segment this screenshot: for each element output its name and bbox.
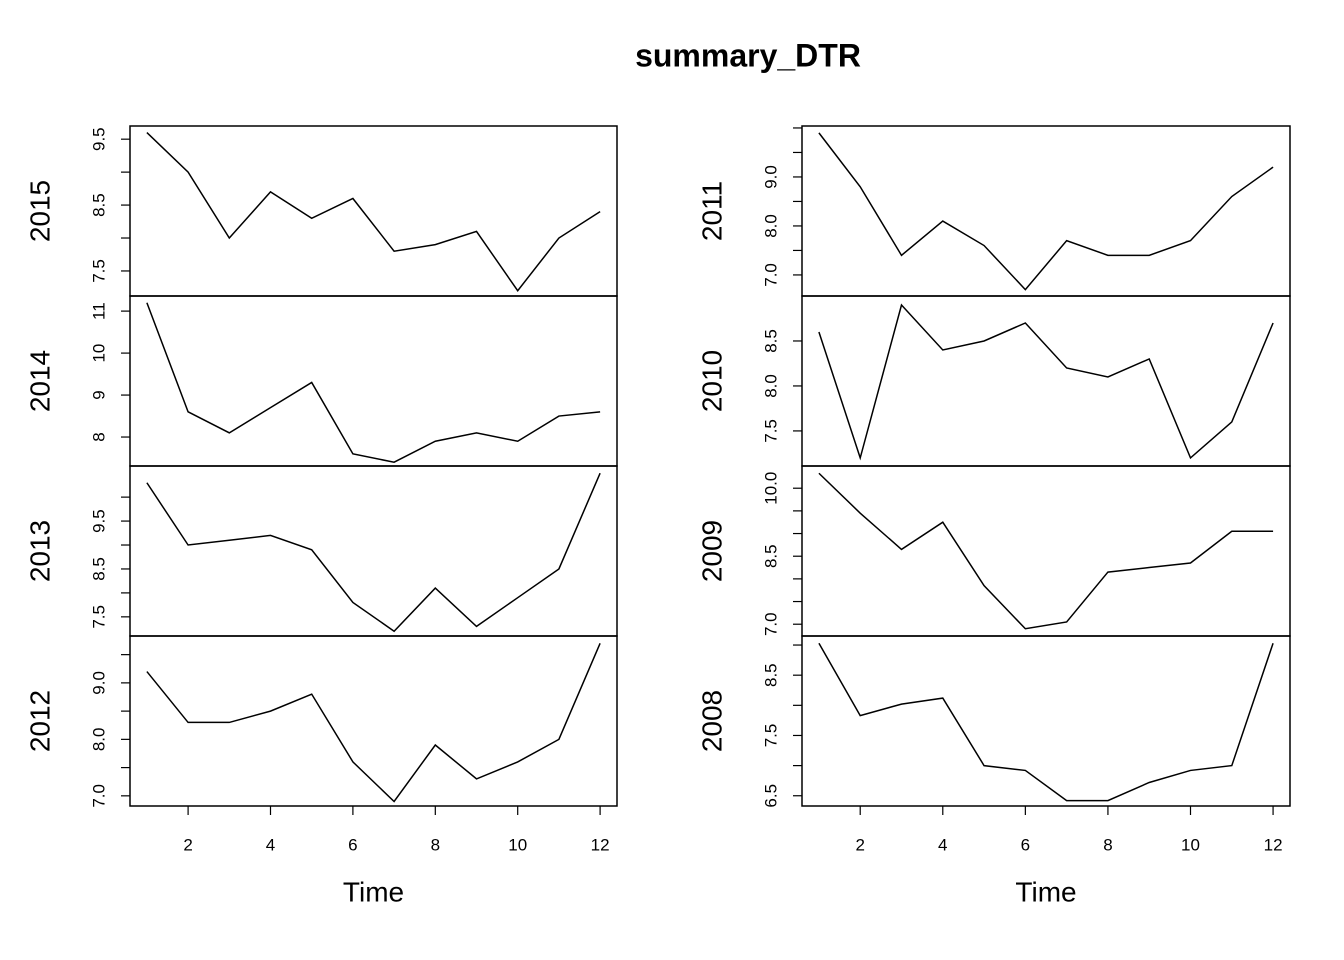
line <box>146 472 601 633</box>
line <box>146 132 601 292</box>
y-tick-label: 9.5 <box>89 127 108 151</box>
x-tick-label: 2 <box>183 835 192 854</box>
y-axis-label: 2015 <box>24 180 55 242</box>
y-tick-label: 8 <box>89 432 108 441</box>
y-tick-label: 8.5 <box>89 193 108 217</box>
y-tick-label: 8.0 <box>761 374 780 398</box>
y-tick-label: 8.5 <box>761 329 780 353</box>
y-tick-label: 7.5 <box>761 724 780 748</box>
y-tick-label: 9 <box>89 390 108 399</box>
y-tick-label: 9.0 <box>89 671 108 695</box>
y-tick-label: 7.5 <box>761 419 780 443</box>
y-tick-label: 7.0 <box>761 612 780 636</box>
line <box>146 643 601 803</box>
y-axis-label: 2009 <box>696 520 727 582</box>
x-axis-label: Time <box>1015 876 1076 907</box>
x-tick-label: 8 <box>1103 835 1112 854</box>
y-tick-label: 8.0 <box>761 214 780 238</box>
x-tick-label: 10 <box>1181 835 1200 854</box>
y-tick-label: 8.5 <box>89 557 108 581</box>
x-tick-label: 2 <box>855 835 864 854</box>
y-axis-label: 2012 <box>24 690 55 752</box>
y-tick-label: 7.5 <box>89 605 108 629</box>
y-tick-label: 7.5 <box>89 259 108 283</box>
y-axis-label: 2008 <box>696 690 727 752</box>
y-axis-label: 2011 <box>696 181 727 241</box>
panel-frame <box>801 635 1291 807</box>
line <box>818 132 1274 291</box>
x-tick-label: 12 <box>1264 835 1283 854</box>
y-tick-label: 6.5 <box>761 784 780 808</box>
y-tick-label: 10 <box>89 344 108 363</box>
y-tick-label: 8.0 <box>89 728 108 752</box>
line <box>146 302 601 464</box>
x-tick-label: 4 <box>938 835 947 854</box>
y-tick-label: 8.5 <box>761 663 780 687</box>
y-tick-label: 9.5 <box>89 509 108 533</box>
y-tick-label: 11 <box>89 302 108 320</box>
y-axis-label: 2014 <box>24 350 55 412</box>
x-tick-label: 6 <box>348 835 357 854</box>
chart-title: summary_DTR <box>635 37 861 73</box>
x-tick-label: 6 <box>1021 835 1030 854</box>
y-tick-label: 9.0 <box>761 165 780 189</box>
y-tick-label: 7.0 <box>89 784 108 808</box>
panel-frame <box>129 635 618 807</box>
x-axis-label: Time <box>343 876 404 907</box>
line <box>818 472 1274 630</box>
x-tick-label: 4 <box>266 835 275 854</box>
y-tick-label: 10.0 <box>761 472 780 505</box>
line <box>818 303 1274 461</box>
x-tick-label: 12 <box>591 835 610 854</box>
line <box>818 642 1274 802</box>
x-tick-label: 8 <box>431 835 440 854</box>
y-tick-label: 7.0 <box>761 263 780 287</box>
y-axis-label: 2013 <box>24 520 55 582</box>
x-tick-label: 10 <box>508 835 527 854</box>
y-tick-label: 8.5 <box>761 544 780 568</box>
y-axis-label: 2010 <box>696 350 727 412</box>
